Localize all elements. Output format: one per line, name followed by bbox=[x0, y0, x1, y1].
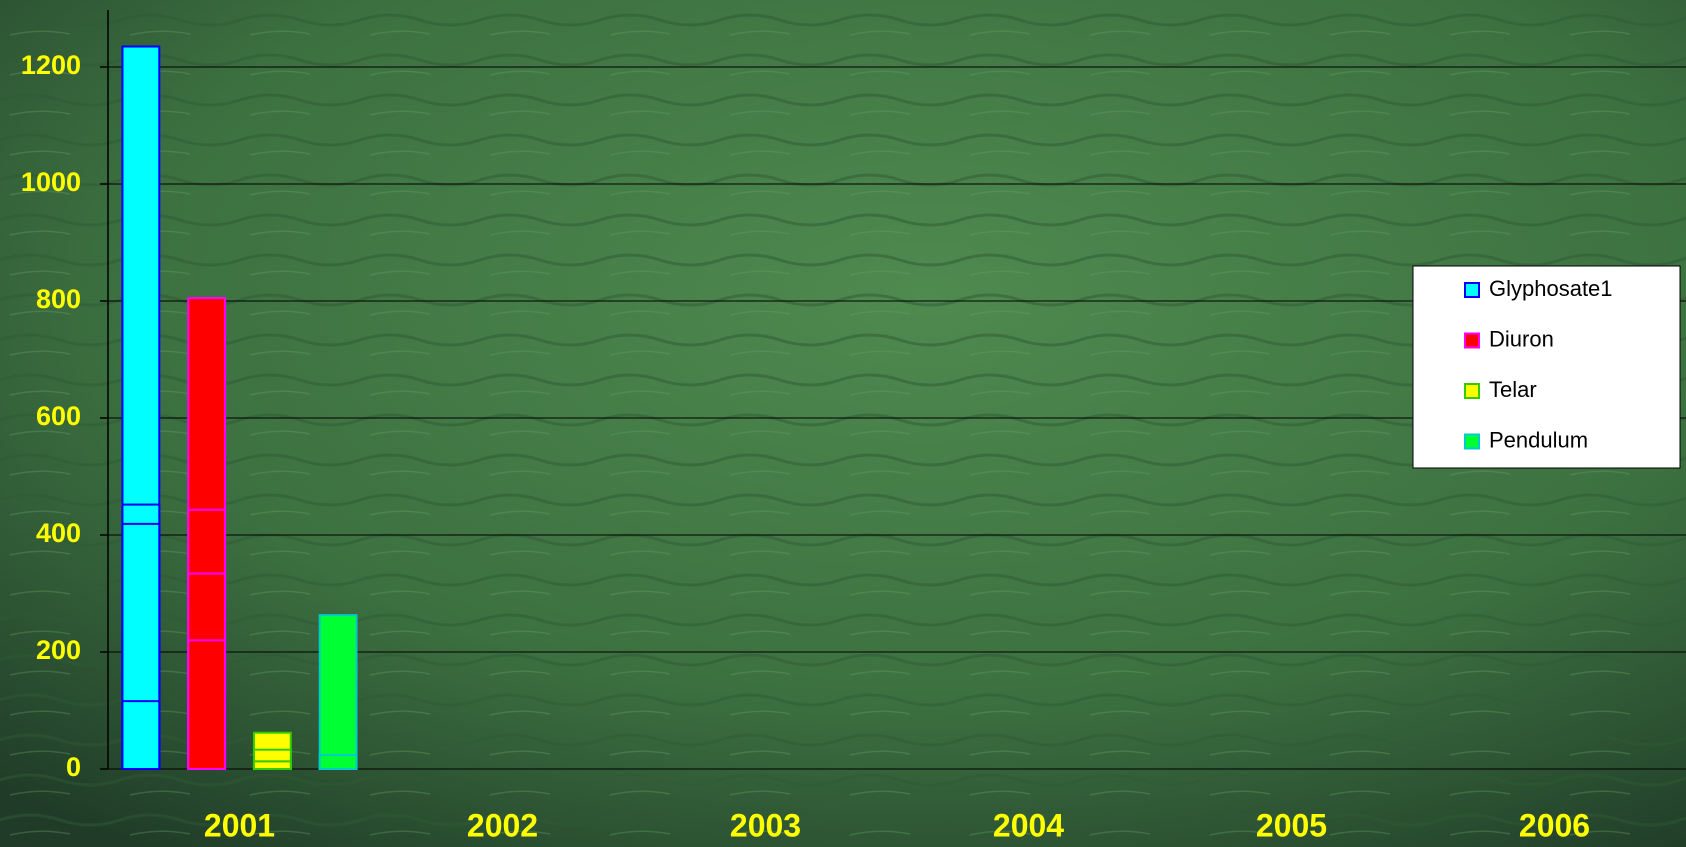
bars bbox=[121, 45, 358, 771]
legend-swatch bbox=[1464, 282, 1480, 298]
x-tick-label: 2005 bbox=[1256, 807, 1327, 843]
legend-swatch bbox=[1464, 433, 1480, 450]
bar bbox=[318, 614, 358, 771]
x-tick-label: 2003 bbox=[730, 807, 801, 843]
bar bbox=[318, 753, 358, 771]
y-tick-label: 600 bbox=[36, 401, 81, 431]
legend-label: Pendulum bbox=[1489, 427, 1588, 452]
legend bbox=[1412, 265, 1681, 469]
y-tick-label: 0 bbox=[66, 752, 81, 782]
legend-swatch bbox=[1464, 383, 1480, 399]
bar bbox=[121, 700, 161, 771]
x-tick-label: 2006 bbox=[1519, 807, 1590, 843]
legend-label: Diuron bbox=[1489, 326, 1554, 351]
y-tick-label: 1200 bbox=[21, 50, 81, 80]
x-tick-label: 2001 bbox=[204, 807, 275, 843]
x-tick-label: 2004 bbox=[993, 807, 1064, 843]
y-tick-label: 200 bbox=[36, 635, 81, 665]
legend-label: Glyphosate1 bbox=[1489, 276, 1613, 301]
y-tick-label: 400 bbox=[36, 518, 81, 548]
y-tick-label: 800 bbox=[36, 284, 81, 314]
legend-label: Telar bbox=[1489, 377, 1537, 402]
bar bbox=[187, 639, 227, 770]
y-tick-label: 1000 bbox=[21, 167, 81, 197]
bar bbox=[252, 760, 292, 771]
x-tick-label: 2002 bbox=[467, 807, 538, 843]
legend-swatch bbox=[1464, 332, 1480, 349]
